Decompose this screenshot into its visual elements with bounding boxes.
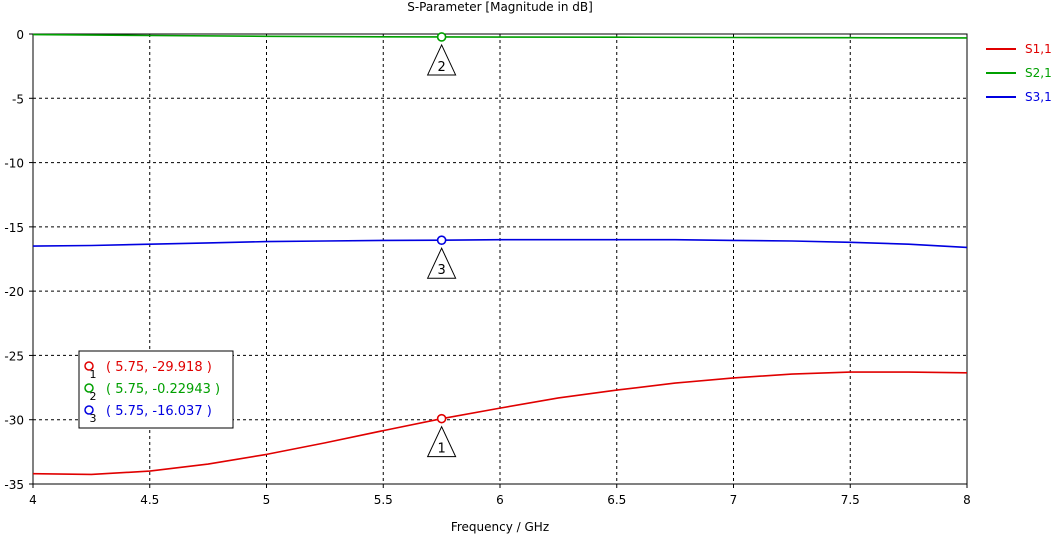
x-tick-label: 4 bbox=[29, 493, 37, 507]
series-line-1 bbox=[32, 371, 968, 476]
markers: 1 2 3 bbox=[426, 32, 457, 458]
marker-1-flag bbox=[426, 425, 457, 458]
y-tick-label: 0 bbox=[16, 28, 24, 42]
marker-1-point bbox=[436, 413, 447, 424]
readout-marker-2-icon bbox=[84, 383, 94, 393]
readout-frame bbox=[78, 350, 234, 429]
y-tick-label: -15 bbox=[4, 221, 24, 235]
readout-marker-3-id: 3 bbox=[90, 412, 97, 425]
marker-readout-box: 1 ( 5.75, -29.918 ) 2 ( 5.75, -0.22943 ) 3 ( … bbox=[78, 350, 234, 429]
x-tick-label: 8 bbox=[963, 493, 971, 507]
series-line-2 bbox=[32, 33, 968, 39]
readout-marker-3-icon bbox=[84, 405, 94, 415]
y-tick-label: -30 bbox=[4, 414, 24, 428]
marker-1-label: 1 bbox=[437, 442, 445, 457]
marker-3-point bbox=[436, 235, 447, 245]
x-tick-label: 7.5 bbox=[841, 493, 860, 507]
x-tick-label: 5.5 bbox=[374, 493, 393, 507]
marker-2-label: 2 bbox=[437, 60, 445, 75]
axes: 4 4.5 5 5.5 6 6.5 7 7.5 8 0 -5 -10 -15 -20 -25 -30 -35 bbox=[4, 28, 970, 507]
legend: S1,1 S2,1 S3,1 bbox=[986, 42, 1052, 104]
y-tick-label: -25 bbox=[4, 349, 24, 363]
grid bbox=[33, 34, 967, 484]
y-tick-label: -35 bbox=[4, 478, 24, 492]
y-tick-label: -20 bbox=[4, 285, 24, 299]
legend-label-1: S1,1 bbox=[1025, 42, 1052, 56]
x-tick-label: 4.5 bbox=[140, 493, 159, 507]
y-tick-label: -5 bbox=[12, 92, 24, 106]
readout-marker-1-icon bbox=[84, 361, 94, 371]
chart-title: S-Parameter [Magnitude in dB] bbox=[407, 0, 593, 14]
x-tick-label: 5 bbox=[263, 493, 271, 507]
readout-marker-2-value: ( 5.75, -0.22943 ) bbox=[106, 382, 220, 397]
series-lines bbox=[32, 33, 968, 476]
x-tick-label: 6.5 bbox=[607, 493, 626, 507]
x-tick-label: 7 bbox=[730, 493, 738, 507]
marker-2-flag bbox=[426, 43, 457, 76]
readout-marker-2-id: 2 bbox=[90, 390, 97, 403]
readout-marker-3-value: ( 5.75, -16.037 ) bbox=[106, 404, 212, 419]
marker-2-point bbox=[436, 32, 447, 42]
x-axis-label: Frequency / GHz bbox=[451, 520, 549, 534]
marker-3-flag bbox=[426, 247, 457, 279]
series-line-3 bbox=[32, 238, 968, 249]
readout-marker-1-id: 1 bbox=[90, 368, 97, 381]
marker-3-label: 3 bbox=[437, 263, 445, 278]
legend-label-2: S2,1 bbox=[1025, 66, 1052, 80]
readout-marker-1-value: ( 5.75, -29.918 ) bbox=[106, 360, 212, 375]
legend-label-3: S3,1 bbox=[1025, 90, 1052, 104]
x-tick-label: 6 bbox=[496, 493, 504, 507]
y-tick-label: -10 bbox=[4, 157, 24, 171]
